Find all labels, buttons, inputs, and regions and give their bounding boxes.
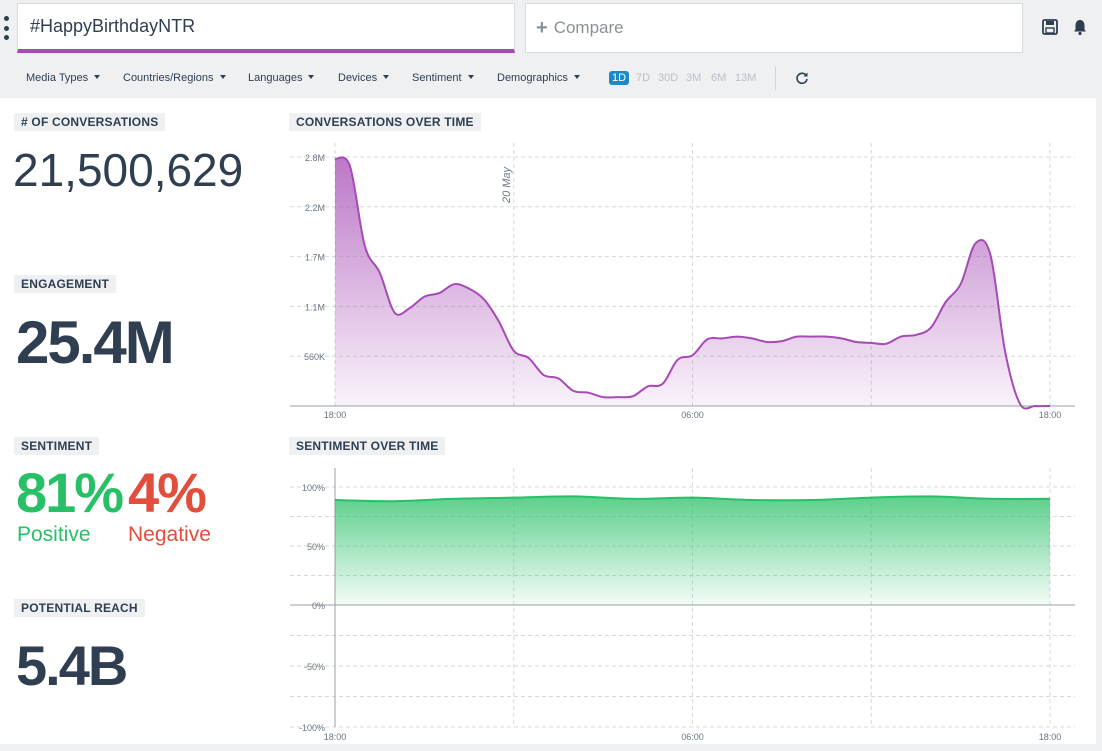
filter-label: Languages — [248, 72, 303, 84]
compare-label: Compare — [553, 18, 624, 37]
more-menu-icon[interactable] — [2, 16, 10, 40]
x-tick-label: 18:00 — [1039, 410, 1062, 420]
range-13m[interactable]: 13M — [735, 72, 757, 84]
y-tick-label: 100% — [302, 483, 325, 493]
sentiment-line — [334, 495, 1051, 503]
y-tick-label: 1.1M — [305, 302, 325, 312]
filter-languages[interactable]: Languages — [248, 72, 315, 84]
filter-label: Devices — [338, 72, 378, 84]
filter-label: Demographics — [497, 72, 568, 84]
x-tick-label: 18:00 — [324, 732, 347, 742]
engagement-value: 25.4M — [16, 309, 175, 376]
conversations-area — [335, 157, 1050, 409]
y-tick-label: -50% — [304, 662, 325, 672]
filter-demographics[interactable]: Demographics — [497, 72, 580, 84]
sentiment-positive-label: Positive — [17, 523, 91, 546]
reach-value: 5.4B — [16, 634, 128, 697]
plus-icon: + — [536, 17, 548, 39]
y-tick-label: 560K — [304, 352, 325, 362]
y-tick-label: 2.8M — [305, 153, 325, 163]
search-box[interactable] — [17, 3, 515, 53]
filter-sentiment[interactable]: Sentiment — [412, 72, 474, 84]
y-tick-label: -100% — [299, 723, 325, 733]
sentiment-negative-label: Negative — [128, 523, 211, 546]
date-annotation: 20 May — [501, 165, 513, 204]
sentiment-chart-title: SENTIMENT OVER TIME — [289, 437, 446, 455]
range-3m[interactable]: 3M — [686, 72, 702, 84]
x-tick-label: 18:00 — [1039, 732, 1062, 742]
x-tick-label: 06:00 — [681, 410, 704, 420]
x-tick-label: 18:00 — [324, 410, 347, 420]
y-tick-label: 50% — [307, 542, 325, 552]
conversations-label: # OF CONVERSATIONS — [14, 113, 166, 131]
conversations-chart-title: CONVERSATIONS OVER TIME — [289, 113, 481, 131]
dashboard-panel — [0, 98, 1096, 744]
filter-countries-regions[interactable]: Countries/Regions — [123, 72, 226, 84]
range-7d[interactable]: 7D — [636, 72, 651, 84]
sentiment-over-time-chart: 100%50%0%-50%-100%18:00 06:00 18:00 — [290, 468, 1075, 742]
filter-bar: Media Types Countries/Regions Languages … — [0, 62, 1102, 96]
range-6m[interactable]: 6M — [711, 72, 727, 84]
top-bar: + Compare — [0, 0, 1102, 60]
sentiment-positive-value: 81% — [16, 461, 124, 524]
x-tick-label: 06:00 — [681, 732, 704, 742]
filter-label: Media Types — [26, 72, 89, 84]
conversations-line — [334, 156, 1051, 410]
y-tick-label: 0% — [312, 601, 325, 611]
sentiment-label: SENTIMENT — [14, 437, 100, 455]
reach-label: POTENTIAL REACH — [14, 599, 145, 617]
filter-label: Countries/Regions — [123, 72, 214, 84]
save-icon[interactable] — [1041, 18, 1059, 36]
sentiment-area — [335, 496, 1050, 605]
bell-icon[interactable] — [1071, 18, 1089, 36]
filter-label: Sentiment — [412, 72, 462, 84]
refresh-icon[interactable] — [795, 71, 809, 85]
compare-button[interactable]: + Compare — [525, 3, 1023, 53]
divider — [775, 66, 776, 90]
y-tick-label: 2.2M — [305, 203, 325, 213]
conversations-value: 21,500,629 — [13, 144, 244, 196]
conversations-over-time-chart: 560K 1.1M 1.7M 2.2M 2.8M 18:00 06:00 18:00 20 Ma… — [290, 143, 1075, 420]
filter-media-types[interactable]: Media Types — [26, 72, 101, 84]
range-30d[interactable]: 30D — [658, 72, 679, 84]
filter-devices[interactable]: Devices — [338, 72, 390, 84]
y-tick-label: 1.7M — [305, 253, 325, 263]
sentiment-negative-value: 4% — [128, 461, 207, 524]
search-input[interactable] — [18, 4, 514, 49]
range-1d[interactable]: 1D — [609, 71, 630, 85]
engagement-label: ENGAGEMENT — [14, 275, 117, 293]
